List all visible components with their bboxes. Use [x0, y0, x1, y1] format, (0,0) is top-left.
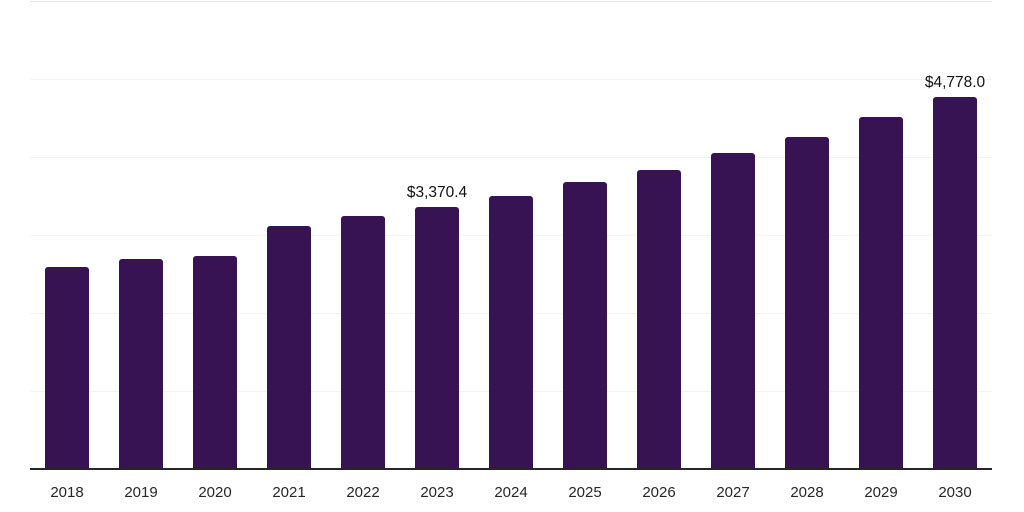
- x-axis-line: [30, 468, 992, 470]
- bar-2024: [489, 196, 533, 470]
- bar-column-2020: [178, 0, 252, 470]
- bar-2028: [785, 137, 829, 470]
- bars-container: $3,370.4 $4,778.0: [30, 0, 992, 470]
- bar-2021: [267, 226, 311, 470]
- bar-value-label-2030: $4,778.0: [924, 73, 986, 91]
- bar-column-2027: [696, 0, 770, 470]
- bar-2026: [637, 170, 681, 470]
- x-tick-label-2020: 2020: [198, 484, 232, 501]
- plot-top-border: [30, 1, 992, 2]
- bar-2022: [341, 216, 385, 470]
- bar-column-2026: [622, 0, 696, 470]
- bar-value-label-2023: $3,370.4: [406, 183, 468, 201]
- x-tick-label-2026: 2026: [642, 484, 676, 501]
- bar-column-2019: [104, 0, 178, 470]
- bar-column-2024: [474, 0, 548, 470]
- bar-2018: [45, 267, 89, 470]
- bar-column-2030: $4,778.0: [918, 0, 992, 470]
- gridline: [30, 157, 992, 158]
- bar-2029: [859, 117, 903, 470]
- bar-2020: [193, 256, 237, 470]
- x-tick-label-2019: 2019: [124, 484, 158, 501]
- x-axis-tick-labels: 2018 2019 2020 2021 2022 2023 2024 2025 2026 2027…: [30, 484, 992, 502]
- bar-column-2025: [548, 0, 622, 470]
- bar-chart-plot-area: $3,370.4 $4,778.0: [30, 0, 992, 470]
- bar-2019: [119, 258, 163, 470]
- bar-column-2022: [326, 0, 400, 470]
- gridline: [30, 79, 992, 80]
- bar-2023: [415, 207, 459, 470]
- x-tick-label-2018: 2018: [50, 484, 84, 501]
- x-tick-label-2027: 2027: [716, 484, 750, 501]
- x-tick-label-2029: 2029: [864, 484, 898, 501]
- x-tick-label-2025: 2025: [568, 484, 602, 501]
- bar-column-2018: [30, 0, 104, 470]
- bar-column-2029: [844, 0, 918, 470]
- x-tick-label-2021: 2021: [272, 484, 306, 501]
- x-tick-label-2022: 2022: [346, 484, 380, 501]
- bar-2030: [933, 97, 977, 470]
- bar-column-2021: [252, 0, 326, 470]
- x-tick-label-2024: 2024: [494, 484, 528, 501]
- bar-2025: [563, 182, 607, 470]
- bar-column-2028: [770, 0, 844, 470]
- bar-column-2023: $3,370.4: [400, 0, 474, 470]
- x-tick-label-2023: 2023: [420, 484, 454, 501]
- x-tick-label-2028: 2028: [790, 484, 824, 501]
- x-tick-label-2030: 2030: [938, 484, 972, 501]
- bar-2027: [711, 153, 755, 470]
